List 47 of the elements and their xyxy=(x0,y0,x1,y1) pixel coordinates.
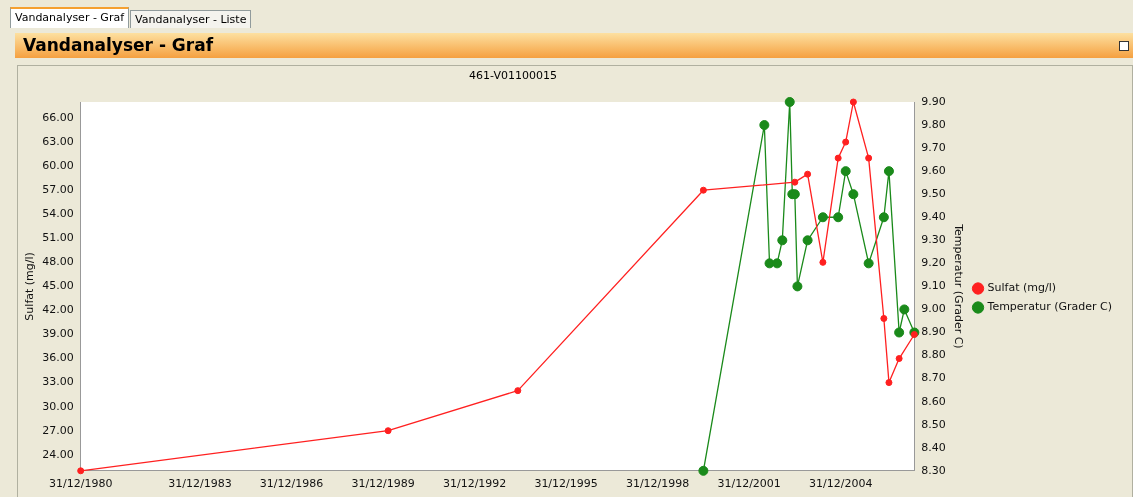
y-tick-label: 66.00 xyxy=(42,110,74,124)
y-tick-label: 57.00 xyxy=(42,183,74,197)
x-tick-label: 31/12/1980 xyxy=(48,477,113,491)
y2-tick-label: 9.60 xyxy=(921,164,946,178)
x-tick-label: 31/12/2001 xyxy=(717,477,781,491)
y-axis-title: Sulfat (mg/l) xyxy=(23,252,37,321)
y2-tick-label: 8.30 xyxy=(921,463,946,477)
y2-tick-label: 9.90 xyxy=(921,94,946,108)
y2-tick-label: 8.80 xyxy=(921,348,946,362)
y-tick-label: 33.00 xyxy=(42,375,74,389)
x-tick-label: 31/12/1986 xyxy=(259,477,324,491)
y-tick-label: 63.00 xyxy=(42,134,74,148)
y2-tick-label: 9.70 xyxy=(921,140,946,154)
legend-label: Temperatur (Grader C) xyxy=(986,300,1113,314)
y2-tick-label: 9.00 xyxy=(921,302,946,316)
legend-label: Sulfat (mg/l) xyxy=(987,281,1057,295)
y-tick-label: 27.00 xyxy=(42,423,74,437)
x-tick-label: 31/12/1989 xyxy=(351,477,415,491)
x-tick-label: 31/12/2004 xyxy=(808,477,873,491)
chart-subtitle: 461-V01100015 xyxy=(468,69,558,82)
y2-tick-label: 8.70 xyxy=(921,371,946,385)
x-tick-label: 31/12/1983 xyxy=(168,477,232,491)
x-tick-label: 31/12/1992 xyxy=(442,477,507,491)
y2-tick-label: 9.80 xyxy=(921,117,946,131)
x-tick-label: 31/12/1995 xyxy=(534,477,598,491)
y-tick-label: 24.00 xyxy=(42,447,74,461)
y-tick-label: 36.00 xyxy=(42,351,74,365)
y-tick-label: 39.00 xyxy=(42,327,74,341)
y2-tick-label: 8.50 xyxy=(921,417,946,431)
x-tick-label: 31/12/1998 xyxy=(625,477,690,491)
y-tick-label: 42.00 xyxy=(42,303,74,317)
y-tick-label: 45.00 xyxy=(42,279,74,293)
y2-tick-label: 9.50 xyxy=(921,187,946,201)
y2-tick-label: 8.90 xyxy=(921,325,946,339)
y2-tick-label: 9.40 xyxy=(921,210,946,224)
y2-tick-label: 8.40 xyxy=(921,440,946,454)
y2-tick-label: 8.60 xyxy=(921,394,946,408)
y2-axis-title: Temperatur (Grader C) xyxy=(951,223,965,349)
y-tick-label: 60.00 xyxy=(42,159,74,172)
y-tick-label: 54.00 xyxy=(42,207,74,221)
chart-title: Vandanalyser - Graf xyxy=(23,35,214,55)
y-tick-label: 51.00 xyxy=(42,231,74,245)
y-tick-label: 48.00 xyxy=(42,255,74,269)
y2-tick-label: 9.10 xyxy=(921,279,946,293)
y-tick-label: 30.00 xyxy=(42,399,74,413)
y2-tick-label: 9.30 xyxy=(921,233,946,247)
y2-tick-label: 9.20 xyxy=(921,256,946,270)
